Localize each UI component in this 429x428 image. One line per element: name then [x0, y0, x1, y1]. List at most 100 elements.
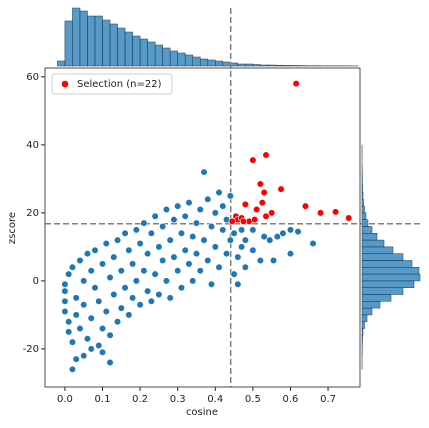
scatter-point	[231, 230, 238, 237]
scatter-point	[152, 271, 159, 278]
scatter-point	[201, 169, 208, 176]
scatter-point	[80, 278, 87, 285]
scatter-point	[126, 247, 133, 254]
scatter-point	[242, 237, 249, 244]
scatter-point	[99, 261, 106, 268]
scatter-point	[231, 271, 238, 278]
x-tick-label: 0.3	[170, 394, 186, 405]
scatter-point	[238, 244, 245, 251]
hist-bar	[362, 186, 363, 193]
hist-bar	[163, 48, 171, 66]
scatter-point	[88, 267, 95, 274]
scatter-point	[99, 349, 106, 356]
hist-bar	[290, 66, 298, 67]
y-tick-label: -20	[23, 344, 39, 355]
scatter-point	[193, 220, 200, 227]
hist-bar	[170, 51, 178, 66]
scatter-point	[122, 230, 129, 237]
hist-bar	[215, 61, 223, 66]
x-tick-label: 0.7	[320, 394, 336, 405]
scatter-point	[107, 274, 114, 281]
scatter-point	[186, 199, 193, 206]
hist-bar	[362, 247, 393, 254]
scatter-point	[219, 203, 226, 210]
legend-label: Selection (n=22)	[77, 79, 162, 90]
scatter-point	[77, 325, 84, 332]
scatter-point	[227, 237, 234, 244]
hist-bar	[223, 62, 231, 66]
scatter-point	[156, 244, 163, 251]
scatter-point	[69, 366, 76, 373]
scatter-point	[212, 244, 219, 251]
hist-bar	[362, 294, 391, 301]
scatter-point	[302, 203, 309, 210]
scatter-point	[287, 250, 294, 257]
hist-bar	[72, 8, 80, 66]
scatter-point	[250, 247, 257, 254]
hist-bar	[133, 36, 141, 66]
scatter-point	[227, 193, 234, 200]
scatter-point	[69, 264, 76, 271]
scatter-point	[95, 342, 102, 349]
scatter-point	[148, 230, 155, 237]
hist-bar	[362, 192, 363, 199]
scatter-point	[114, 237, 121, 244]
scatter-point	[107, 332, 114, 339]
scatter-point	[167, 295, 174, 302]
y-tick-label: 20	[26, 208, 39, 219]
scatter-point	[62, 298, 69, 305]
hist-bar	[362, 213, 366, 220]
hist-bar	[362, 301, 380, 308]
scatter-point	[189, 278, 196, 285]
scatter-point	[77, 257, 84, 264]
hist-bar	[362, 274, 420, 281]
scatter-point	[204, 257, 211, 264]
hist-bar	[148, 42, 156, 66]
scatter-point	[118, 267, 125, 274]
scatter-point	[280, 230, 287, 237]
y-tick-label: 40	[26, 140, 39, 151]
scatter-point	[229, 218, 236, 225]
hist-bar	[362, 233, 377, 240]
scatter-point	[197, 267, 204, 274]
hist-bar	[238, 64, 246, 66]
scatter-point	[84, 250, 91, 257]
scatter-point	[253, 206, 260, 213]
scatter-point	[242, 201, 249, 208]
hist-bar	[362, 226, 372, 233]
scatter-point	[163, 206, 170, 213]
scatter-point	[186, 261, 193, 268]
hist-bar	[65, 21, 73, 66]
scatter-point	[310, 240, 317, 247]
scatter-point	[235, 254, 242, 261]
hist-bar	[80, 11, 88, 66]
scatter-point	[208, 223, 215, 230]
scatter-point	[110, 254, 117, 261]
scatter-point	[103, 240, 110, 247]
hist-bar	[110, 24, 118, 66]
scatter-point	[174, 203, 181, 210]
scatter-point	[240, 218, 247, 225]
hist-bar	[118, 28, 126, 66]
scatter-point	[159, 223, 166, 230]
scatter-point	[242, 264, 249, 271]
scatter-point	[107, 359, 114, 366]
scatter-point	[178, 230, 185, 237]
scatter-point	[268, 210, 275, 217]
scatter-point	[219, 227, 226, 234]
hist-bar	[362, 308, 372, 315]
scatter-point	[129, 295, 136, 302]
scatter-point	[92, 247, 99, 254]
x-tick-label: 0.5	[245, 394, 261, 405]
scatter-point	[65, 271, 72, 278]
scatter-point	[178, 284, 185, 291]
x-tick-label: 0.2	[132, 394, 148, 405]
scatter-point	[88, 346, 95, 353]
x-axis-label: cosine	[186, 407, 218, 418]
scatter-point	[148, 298, 155, 305]
hist-bar	[362, 281, 414, 288]
scatter-point	[84, 335, 91, 342]
scatter-point	[171, 216, 178, 223]
